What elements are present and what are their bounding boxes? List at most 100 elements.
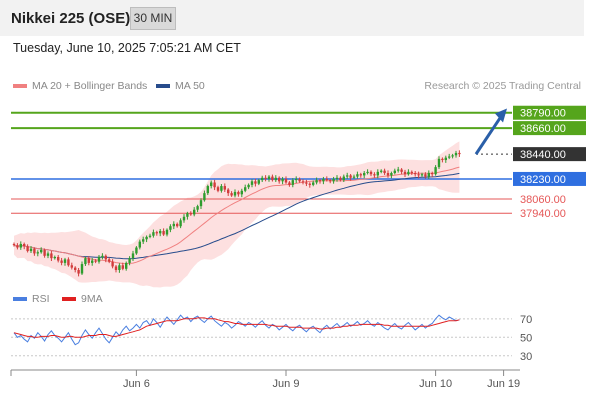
candle-body	[179, 220, 182, 227]
candle-body	[434, 167, 437, 175]
price-label-support: 37940.00	[520, 208, 566, 220]
candle-body	[393, 170, 396, 174]
candle-body	[352, 176, 356, 178]
candle-body	[291, 180, 294, 185]
legend-ma50-label: MA 50	[175, 80, 205, 92]
ma50-swatch-icon	[156, 84, 170, 89]
candle-body	[40, 249, 43, 253]
candle-body	[346, 175, 349, 177]
candle-body	[46, 253, 50, 256]
candle-body	[29, 248, 33, 252]
candle-body	[138, 241, 141, 248]
candle-body	[264, 177, 267, 179]
candle-body	[60, 260, 63, 263]
instrument-title: Nikkei 225 (OSE)	[11, 10, 131, 27]
rsi-swatch-icon	[13, 297, 27, 302]
candle-body	[454, 152, 458, 156]
candle-body	[240, 190, 243, 195]
candle-body	[114, 266, 118, 270]
candle-body	[278, 177, 281, 182]
candle-body	[70, 265, 73, 268]
candle-body	[203, 193, 206, 201]
candle-body	[301, 181, 305, 183]
candle-body	[230, 193, 233, 196]
candle-body	[250, 181, 254, 185]
legend-rsi: RSI	[13, 293, 50, 305]
candle-body	[176, 223, 179, 227]
candle-body	[424, 174, 427, 177]
candle-body	[369, 171, 373, 175]
price-label-target: 38790.00	[520, 108, 566, 120]
candle-body	[189, 213, 192, 215]
level-box-last	[513, 147, 586, 162]
candle-body	[159, 230, 162, 234]
candle-body	[77, 269, 80, 274]
candle-body	[325, 178, 328, 181]
candle-body	[295, 178, 298, 181]
candle-body	[339, 177, 342, 181]
candle-body	[397, 169, 400, 171]
rsi-tick-label: 30	[520, 351, 532, 363]
level-box-pivot	[513, 171, 586, 186]
candle-body	[80, 264, 84, 274]
ma50-line	[13, 172, 460, 260]
candle-body	[366, 171, 369, 174]
candle-body	[376, 171, 379, 176]
candle-body	[53, 256, 56, 259]
arrow-shaft	[474, 115, 503, 155]
legend-9ma: 9MA	[62, 293, 103, 305]
candle-body	[111, 261, 114, 267]
x-tick-label: Jun 6	[123, 378, 150, 390]
candle-body	[16, 245, 19, 248]
candle-body	[43, 249, 46, 256]
candle-body	[305, 182, 308, 184]
candle-body	[441, 158, 444, 161]
x-tick-label: Jun 9	[273, 378, 300, 390]
candle-body	[400, 169, 403, 172]
ma9-swatch-icon	[62, 297, 76, 302]
candle-body	[233, 191, 237, 196]
candle-body	[420, 174, 424, 176]
candle-body	[91, 260, 94, 263]
level-box-target	[513, 121, 586, 136]
candle-body	[172, 223, 175, 227]
candle-body	[390, 173, 393, 176]
rsi-tick-label: 50	[520, 332, 532, 344]
candle-body	[271, 176, 274, 181]
candle-body	[414, 173, 417, 175]
candle-body	[74, 267, 77, 270]
candle-body	[437, 158, 441, 168]
candle-body	[380, 170, 383, 172]
candle-body	[257, 180, 260, 184]
candle-body	[142, 239, 145, 242]
candle-body	[261, 177, 264, 181]
candle-body	[94, 260, 97, 262]
candle-body	[118, 265, 121, 270]
candle-body	[254, 181, 257, 184]
ma20-swatch-icon	[13, 84, 27, 89]
candle-body	[410, 171, 413, 174]
candle-body	[67, 259, 70, 266]
legend-rsi-label: RSI	[32, 293, 50, 305]
legend-ma20-label: MA 20 + Bollinger Bands	[32, 80, 148, 92]
candles	[12, 150, 461, 277]
candle-body	[444, 157, 447, 161]
rsi-line	[13, 314, 460, 346]
candle-body	[210, 182, 213, 187]
candle-body	[359, 174, 362, 176]
candle-body	[196, 206, 199, 210]
candle-body	[427, 173, 430, 177]
candle-body	[19, 243, 22, 248]
legend-9ma-label: 9MA	[81, 293, 103, 305]
candle-body	[315, 180, 318, 183]
candle-body	[386, 173, 390, 176]
timeframe-button[interactable]: 30 MIN	[130, 7, 176, 30]
candle-body	[87, 258, 90, 263]
candle-body	[135, 247, 138, 254]
candle-body	[417, 174, 420, 176]
candle-body	[162, 230, 165, 235]
candle-body	[23, 243, 26, 247]
candle-body	[318, 180, 322, 182]
price-labels: 38790.00 38660.00 38440.00 38230.00 38060.00…	[513, 105, 586, 220]
